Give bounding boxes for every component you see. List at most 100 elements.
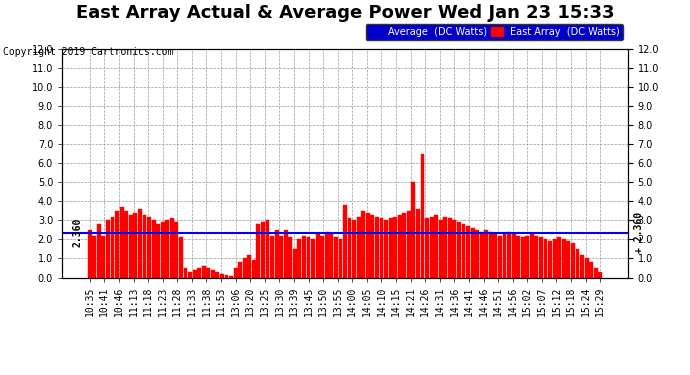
Text: Copyright 2019 Cartronics.com: Copyright 2019 Cartronics.com [3, 47, 174, 57]
Bar [224, 274, 228, 278]
Bar [101, 236, 106, 278]
Bar [484, 230, 489, 278]
Bar [243, 258, 246, 278]
Bar [120, 207, 124, 278]
Bar [106, 220, 110, 278]
Bar [371, 214, 374, 278]
Bar [535, 236, 538, 278]
Bar [320, 236, 324, 278]
Bar [558, 237, 561, 278]
Bar [589, 262, 593, 278]
Bar [197, 268, 201, 278]
Bar [257, 224, 260, 278]
Bar [498, 236, 502, 278]
Bar [489, 232, 493, 278]
Bar [493, 234, 497, 278]
Bar [302, 236, 306, 278]
Bar [539, 237, 543, 278]
Bar [384, 220, 388, 278]
Text: East Array Actual & Average Power Wed Jan 23 15:33: East Array Actual & Average Power Wed Ja… [76, 4, 614, 22]
Bar [88, 230, 92, 278]
Bar [343, 205, 347, 278]
Bar [156, 224, 160, 278]
Bar [402, 213, 406, 278]
Bar [466, 226, 470, 278]
Bar [238, 262, 242, 278]
Bar [502, 234, 506, 278]
Bar [133, 213, 137, 278]
Bar [206, 268, 210, 278]
Bar [129, 214, 132, 278]
Bar [566, 241, 570, 278]
Bar [234, 268, 237, 278]
Bar [124, 211, 128, 278]
Bar [453, 220, 456, 278]
Bar [512, 234, 515, 278]
Bar [311, 239, 315, 278]
Bar [430, 216, 433, 278]
Bar [297, 239, 302, 278]
Bar [306, 237, 310, 278]
Bar [179, 237, 183, 278]
Bar [457, 222, 461, 278]
Bar [448, 218, 452, 278]
Bar [284, 230, 288, 278]
Bar [411, 182, 415, 278]
Bar [521, 237, 524, 278]
Bar [152, 220, 155, 278]
Bar [516, 236, 520, 278]
Bar [175, 222, 178, 278]
Bar [420, 154, 424, 278]
Bar [507, 232, 511, 278]
Bar [439, 220, 443, 278]
Bar [275, 230, 279, 278]
Bar [362, 211, 365, 278]
Bar [97, 224, 101, 278]
Bar [166, 220, 169, 278]
Bar [184, 268, 188, 278]
Bar [188, 272, 192, 278]
Bar [288, 237, 293, 278]
Bar [575, 249, 580, 278]
Bar [215, 272, 219, 278]
Bar [434, 214, 438, 278]
Bar [147, 216, 151, 278]
Bar [201, 266, 206, 278]
Bar [475, 230, 479, 278]
Bar [143, 214, 146, 278]
Bar [425, 218, 429, 278]
Bar [252, 260, 256, 278]
Bar [471, 228, 475, 278]
Bar [339, 239, 342, 278]
Bar [170, 218, 174, 278]
Legend: Average  (DC Watts), East Array  (DC Watts): Average (DC Watts), East Array (DC Watts… [366, 24, 623, 40]
Bar [580, 255, 584, 278]
Bar [138, 209, 142, 278]
Bar [393, 216, 397, 278]
Bar [553, 239, 557, 278]
Bar [270, 236, 274, 278]
Bar [247, 255, 251, 278]
Bar [530, 234, 534, 278]
Bar [357, 216, 361, 278]
Bar [316, 234, 319, 278]
Bar [525, 236, 529, 278]
Bar [348, 218, 351, 278]
Bar [279, 236, 283, 278]
Bar [261, 222, 265, 278]
Bar [92, 236, 96, 278]
Bar [110, 216, 115, 278]
Bar [293, 249, 297, 278]
Bar [480, 232, 484, 278]
Bar [571, 243, 575, 278]
Bar [416, 209, 420, 278]
Bar [562, 239, 566, 278]
Bar [266, 220, 270, 278]
Bar [161, 222, 165, 278]
Bar [594, 268, 598, 278]
Bar [397, 214, 402, 278]
Bar [229, 276, 233, 278]
Bar [352, 220, 356, 278]
Bar [548, 241, 552, 278]
Bar [380, 218, 384, 278]
